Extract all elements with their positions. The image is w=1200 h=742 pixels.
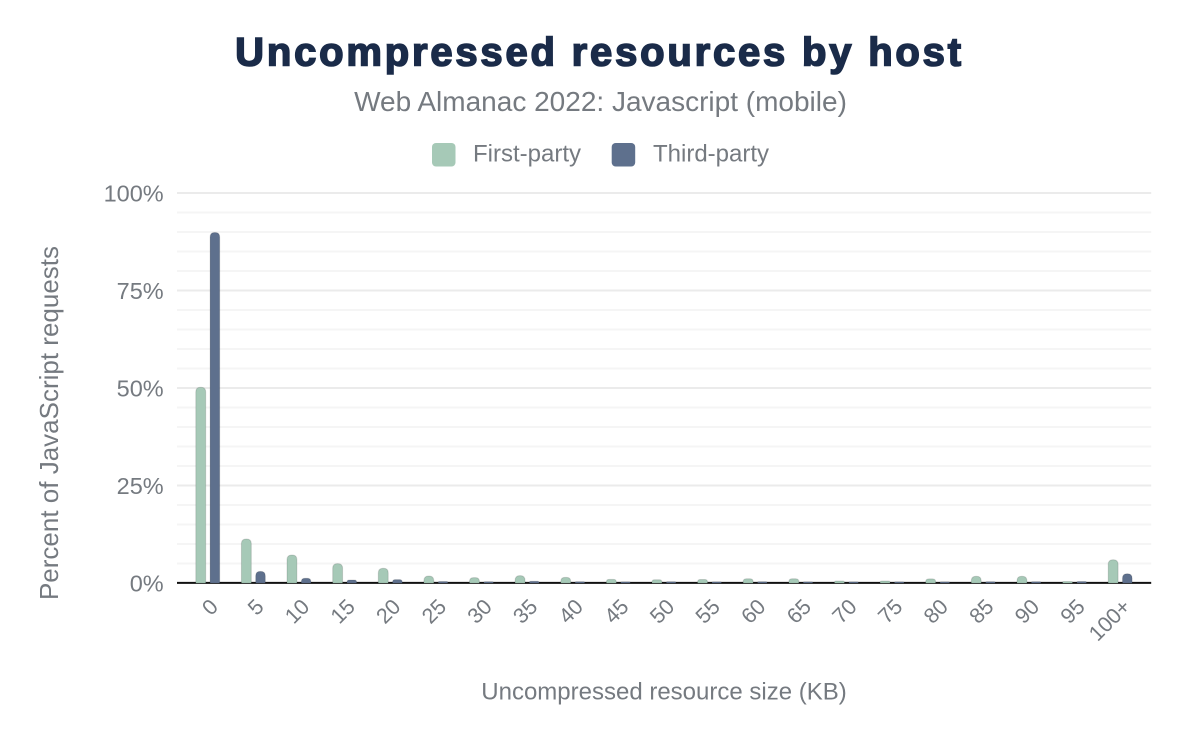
svg-text:0%: 0% <box>130 571 164 597</box>
svg-text:Percent of JavaScript requests: Percent of JavaScript requests <box>34 246 64 600</box>
svg-text:50%: 50% <box>117 376 164 402</box>
svg-text:Web Almanac 2022: Javascript (: Web Almanac 2022: Javascript (mobile) <box>354 86 847 117</box>
svg-text:100%: 100% <box>104 181 164 207</box>
svg-text:Uncompressed resources by host: Uncompressed resources by host <box>235 30 964 74</box>
svg-text:Third-party: Third-party <box>653 141 769 168</box>
svg-text:75%: 75% <box>117 278 164 304</box>
svg-text:25%: 25% <box>117 473 164 499</box>
svg-text:First-party: First-party <box>473 141 581 168</box>
svg-text:Uncompressed resource size (KB: Uncompressed resource size (KB) <box>481 679 846 706</box>
